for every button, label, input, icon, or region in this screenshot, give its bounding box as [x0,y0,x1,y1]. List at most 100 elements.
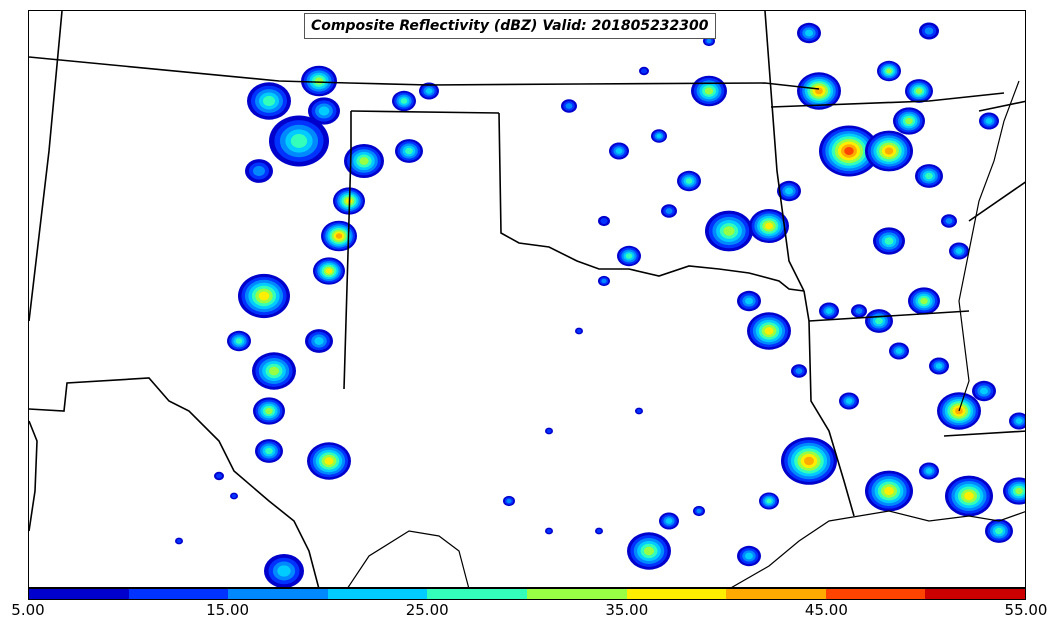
reflectivity-echo [314,77,324,85]
reflectivity-echo [855,308,863,314]
oklahoma-east-border [498,112,805,292]
alabama-border [968,181,1025,222]
colorbar-segment [825,589,926,599]
reflectivity-echo [601,278,607,284]
reflectivity-echo [318,106,330,116]
reflectivity-echo [359,157,369,165]
reflectivity-echo [844,146,854,156]
reflectivity-echo [985,118,993,124]
colorbar-tick-label: 15.00 [206,601,250,619]
reflectivity-echo [615,148,623,154]
reflectivity-echo [920,297,928,305]
reflectivity-echo [506,498,512,504]
reflectivity-echo [845,398,853,404]
texas-louisiana-border [803,290,855,517]
reflectivity-echo [886,68,892,74]
reflectivity-echo [945,218,953,224]
reflectivity-echo [884,486,894,496]
reflectivity-echo [253,165,265,177]
kansas-southern-border [29,56,820,90]
reflectivity-echo [235,338,243,344]
reflectivity-echo [905,117,913,125]
colorbar-segment [29,589,129,599]
reflectivity-echo [915,88,923,94]
reflectivity-echo [400,98,408,104]
reflectivity-echo [265,407,273,415]
reflectivity-echo [643,546,655,556]
colorbar-tick-label: 35.00 [605,601,649,619]
reflectivity-echo [804,456,814,466]
reflectivity-echo [324,457,334,465]
reflectivity-echo [696,508,702,514]
colorbar-segment [128,589,229,599]
reflectivity-echo [176,538,182,544]
nm-west-border [29,11,63,322]
reflectivity-echo [277,565,291,577]
reflectivity-echo [325,268,333,274]
reflectivity-echo [745,297,753,305]
reflectivity-echo [1015,418,1023,424]
reflectivity-echo [825,308,833,314]
reflectivity-echo [656,133,662,139]
panhandle-border [343,111,352,390]
mississippi-alabama-border [943,430,1025,437]
reflectivity-echo [704,87,714,95]
reflectivity-echo [314,337,324,345]
colorbar-tick-label: 45.00 [804,601,848,619]
reflectivity-echo [268,366,280,376]
reflectivity-echo [964,491,974,501]
colorbar-tick-label: 5.00 [11,601,45,619]
tennessee-border [978,100,1025,112]
reflectivity-echo [546,528,552,534]
reflectivity-echo [1015,487,1023,495]
colorbar-tick-label: 25.00 [405,601,449,619]
reflectivity-echo [641,68,647,74]
reflectivity-echo [665,518,673,524]
reflectivity-echo [884,237,894,245]
colorbar [28,588,1026,600]
reflectivity-echo [925,468,933,474]
reflectivity-echo [405,147,413,155]
reflectivity-echo [565,103,573,109]
reflectivity-echo [576,328,582,334]
map-title-text: Composite Reflectivity (dBZ) Valid: 2018… [311,18,709,34]
reflectivity-echo [995,527,1003,535]
reflectivity-echo [258,291,270,301]
colorbar-segment [427,589,527,599]
reflectivity-echo [216,473,222,479]
reflectivity-echo [665,208,673,214]
reflectivity-echo [785,187,793,195]
reflectivity-echo [231,493,237,499]
reflectivity-echo [723,226,735,236]
mississippi-river [958,80,1020,412]
reflectivity-echo [884,147,894,155]
colorbar-segment [726,589,826,599]
colorbar-segment [327,589,428,599]
rio-grande [29,420,38,532]
reflectivity-echo [805,29,813,37]
reflectivity-echo [706,38,712,44]
reflectivity-echo [636,408,642,414]
reflectivity-echo [765,222,773,230]
missouri-arkansas-border [770,92,1005,108]
reflectivity-echo [546,428,552,434]
colorbar-segment [626,589,727,599]
reflectivity-echo [935,363,943,369]
oklahoma-panhandle-border [350,110,500,114]
reflectivity-echo-layer [175,22,1025,587]
reflectivity-echo [875,317,883,325]
reflectivity-echo [745,552,753,560]
colorbar-segment [228,589,328,599]
colorbar-segment [526,589,627,599]
reflectivity-echo [685,178,693,184]
reflectivity-echo [265,447,273,455]
arkansas-west-border [764,11,805,292]
arkansas-louisiana-border [808,310,970,322]
colorbar-tick-label: 55.00 [1004,601,1048,619]
reflectivity-echo [290,134,308,148]
reflectivity-echo [925,172,933,180]
reflectivity-echo [625,253,633,259]
reflectivity-echo [335,233,343,239]
radar-map [28,10,1026,588]
colorbar-labels: 5.00 15.00 25.00 35.00 45.00 55.00 [0,601,1060,625]
